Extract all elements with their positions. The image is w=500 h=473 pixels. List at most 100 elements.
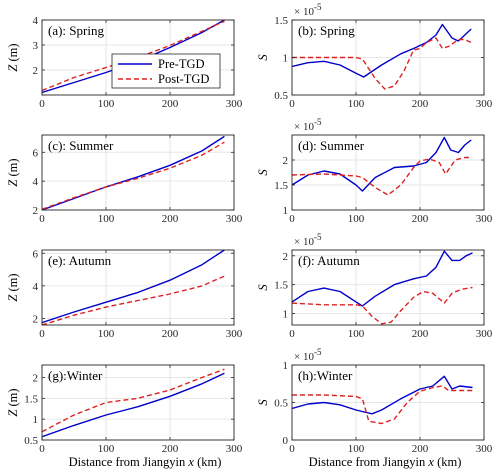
chart-5-xtick-label-3: 300 [476,328,493,340]
chart-6-panel: 0 100 200 300 0.5 1 1.5 2 (g):Winter Z (m) [6,364,243,455]
chart-0-axes-box [41,19,235,96]
chart-7-xtick-label-2: 200 [412,443,429,455]
chart-2-series-pre-tgd [42,135,225,210]
chart-5-exponent: × 10-5 [294,232,322,248]
chart-6-xtick-label-0: 0 [39,443,45,455]
chart-5-xtick-label-2: 200 [412,328,429,340]
chart-3-ylabel: S [256,169,270,176]
chart-2-xtick-label-1: 100 [98,213,115,225]
chart-7-ytick-label-2: 1 [283,360,289,372]
chart-4-axes-box [41,249,235,326]
chart-1-ytick-label-2: 1.5 [274,15,288,27]
x-axis-label-left-prefix: Distance from Jiangyin [69,455,189,469]
chart-0-ylabel: Z (m) [6,43,20,71]
chart-7-series-post-tgd [292,385,473,425]
chart-0-ytick-label-2: 3 [33,40,39,52]
chart-4-title: (e): Autumn [48,253,112,268]
chart-4-xtick-label-2: 200 [162,328,179,340]
x-axis-label-left-unit: (km) [194,455,221,469]
chart-5-ytick-label-2: 2 [283,251,289,263]
chart-1-xtick-label-1: 100 [348,98,365,110]
svg-text:Distance from Jiangyin x (km): Distance from Jiangyin x (km) [69,455,222,469]
chart-5-series-post-tgd [292,286,473,325]
chart-5-ytick-label-0: 1 [283,308,289,320]
chart-6-ylabel: Z (m) [6,388,20,416]
chart-3-ytick-label-1: 1.5 [274,180,288,192]
chart-1-series-post-tgd [292,37,472,90]
chart-5-xtick-label-1: 100 [348,328,365,340]
chart-1-ytick-label-0: 0.5 [274,90,288,102]
chart-5-title: (f): Autumn [298,253,360,268]
chart-4-ytick-label-1: 4 [33,281,39,293]
chart-7-ytick-label-1: 0.5 [274,398,288,410]
chart-3-ytick-label-2: 2 [283,155,289,167]
chart-0-xtick-label-0: 0 [39,98,45,110]
chart-3-xtick-label-1: 100 [348,213,365,225]
chart-7-xtick-label-1: 100 [348,443,365,455]
x-axis-label-right-var: x [427,455,434,469]
chart-5-panel: 0 100 200 300 1 1.5 2 × 10-5 (f): Autumn S [256,232,493,340]
chart-6-xtick-label-3: 300 [226,443,243,455]
x-axis-label-right: Distance from Jiangyin x (km) [309,455,462,469]
chart-5-ylabel: S [256,284,270,291]
chart-3-title: (d): Summer [298,138,365,153]
chart-0-title: (a): Spring [48,23,104,38]
chart-7-title: (h):Winter [298,368,353,383]
chart-7-series-pre-tgd [292,375,473,415]
chart-2-xtick-label-0: 0 [39,213,45,225]
chart-6-title: (g):Winter [48,368,103,383]
chart-0-ytick-label-3: 4 [33,15,39,27]
chart-1-panel: 0 100 200 300 0.5 1 1.5 × 10-5 (b): Spring S [256,2,493,110]
chart-3-series-post-tgd [292,156,472,196]
x-axis-label-right-prefix: Distance from Jiangyin [309,455,429,469]
chart-7-xtick-label-0: 0 [289,443,295,455]
chart-7-ylabel: S [256,399,270,406]
chart-2-panel: 0 100 200 300 2 4 6 (c): Summer Z (m) [6,134,243,225]
chart-1-series-pre-tgd [292,23,472,78]
chart-4-ytick-label-0: 2 [33,313,39,325]
chart-3-xtick-label-0: 0 [289,213,295,225]
chart-3-xtick-label-3: 300 [476,213,493,225]
chart-0-xtick-label-3: 300 [226,98,243,110]
chart-4-series-post-tgd [42,275,225,325]
chart-4-ylabel: Z (m) [6,273,20,301]
chart-4-xtick-label-0: 0 [39,328,45,340]
chart-0-xtick-label-2: 200 [162,98,179,110]
chart-6-xtick-label-1: 100 [98,443,115,455]
chart-3-xtick-label-2: 200 [412,213,429,225]
chart-3-series-pre-tgd [292,136,472,192]
chart-7-panel: 0 100 200 300 0 0.5 1 × 10-5 (h):Winter S [256,347,493,455]
chart-0-ytick-label-1: 2 [33,65,39,77]
chart-2-axes-box [41,134,235,211]
chart-0-panel: 0 100 200 300 2 3 4 (a): Spring Z (m) Pre-TGDPost… [6,15,243,110]
chart-1-xtick-label-0: 0 [289,98,295,110]
chart-3-exponent: × 10-5 [294,117,322,133]
chart-5-ytick-label-1: 1.5 [274,280,288,292]
chart-7-exponent: × 10-5 [294,347,322,363]
chart-1-xtick-label-2: 200 [412,98,429,110]
x-axis-label-right-unit: (km) [434,455,461,469]
chart-2-xtick-label-2: 200 [162,213,179,225]
chart-2-ytick-label-2: 6 [33,147,39,159]
chart-3-ytick-label-0: 1 [283,205,289,217]
chart-1-ytick-label-1: 1 [283,53,289,65]
chart-6-ytick-label-2: 1.5 [24,393,38,405]
x-axis-label-left: Distance from Jiangyin x (km) [69,455,222,469]
chart-5-series-pre-tgd [292,250,473,307]
chart-2-ytick-label-0: 2 [33,205,39,217]
chart-6-series-post-tgd [42,368,225,433]
chart-1-xtick-label-3: 300 [476,98,493,110]
chart-0-xtick-label-1: 100 [98,98,115,110]
chart-6-axes-box [41,364,235,441]
legend-box [111,53,221,89]
chart-2-series-post-tgd [42,141,225,210]
chart-2-xtick-label-3: 300 [226,213,243,225]
chart-6-xtick-label-2: 200 [162,443,179,455]
chart-2-ytick-label-1: 4 [33,176,39,188]
chart-4-ytick-label-2: 6 [33,248,39,260]
chart-4-series-pre-tgd [42,250,225,324]
chart-0-series-post-tgd [42,20,225,92]
chart-1-ylabel: S [256,54,270,61]
